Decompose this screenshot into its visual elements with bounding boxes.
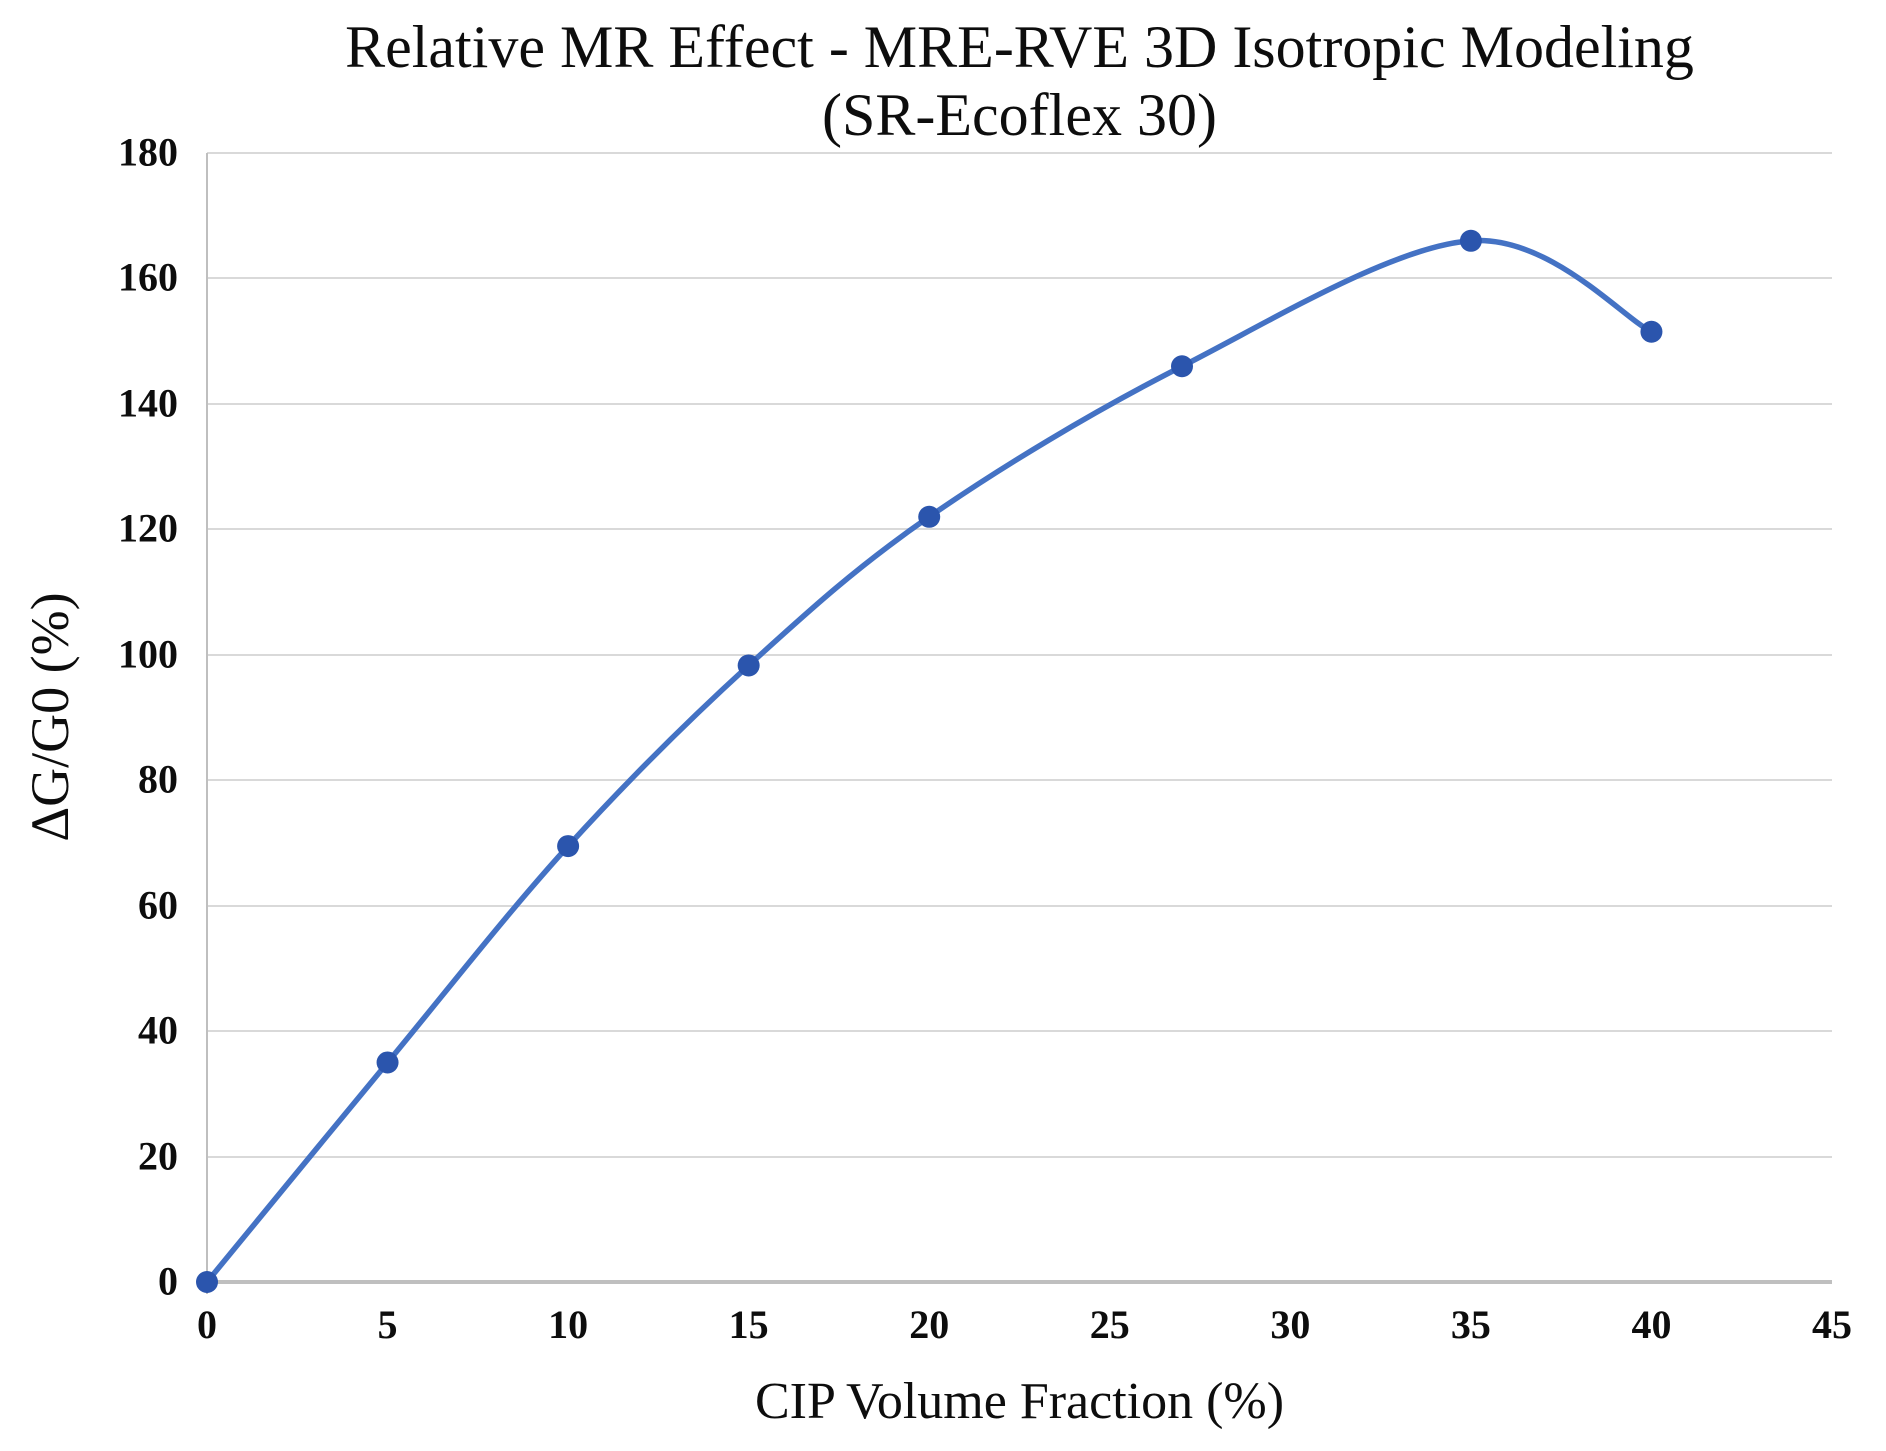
x-tick-label-0: 0: [197, 1302, 217, 1347]
x-tick-label-20: 20: [909, 1302, 950, 1347]
gridline-y-60: [207, 904, 1832, 907]
x-tick-label-35: 35: [1450, 1302, 1491, 1347]
chart-subtitle: (SR-Ecoflex 30): [822, 82, 1217, 148]
x-tick-label-25: 25: [1089, 1302, 1130, 1347]
y-tick-label-60: 60: [138, 882, 178, 928]
x-tick-label-40: 40: [1631, 1302, 1672, 1347]
gridline-y-160: [207, 277, 1832, 280]
x-axis-title: CIP Volume Fraction (%): [754, 1373, 1285, 1430]
series-line: [204, 238, 1655, 1285]
data-point-marker-x5: [376, 1051, 399, 1074]
y-tick-label-100: 100: [118, 631, 178, 677]
y-tick-label-80: 80: [138, 756, 178, 802]
gridline-y-140: [207, 402, 1832, 405]
gridline-y-40: [207, 1030, 1832, 1033]
gridline-y-20: [207, 1155, 1832, 1158]
y-tick-label-120: 120: [118, 505, 178, 551]
x-tick-label-30: 30: [1270, 1302, 1311, 1347]
gridline-y-120: [207, 528, 1832, 531]
x-axis-line: [207, 1280, 1832, 1284]
data-point-marker-x15: [737, 654, 760, 677]
data-point-marker-x10: [557, 835, 580, 858]
gridline-y-100: [207, 653, 1832, 656]
x-tick-label-5: 5: [377, 1302, 398, 1347]
y-axis-title: ΔG/G0 (%): [20, 592, 80, 842]
x-tick-label-15: 15: [728, 1302, 769, 1347]
y-tick-label-140: 140: [118, 380, 178, 426]
y-axis-line: [206, 153, 208, 1294]
y-tick-label-160: 160: [118, 254, 178, 300]
x-tick-label-10: 10: [548, 1302, 589, 1347]
y-tick-label-0: 0: [158, 1258, 178, 1304]
data-point-marker-x27: [1171, 355, 1193, 378]
chart-title: Relative MR Effect - MRE-RVE 3D Isotropi…: [345, 14, 1694, 80]
gridline-y-180: [207, 152, 1832, 154]
data-point-marker-x35: [1459, 229, 1482, 252]
y-tick-label-40: 40: [138, 1007, 178, 1053]
x-tick-label-45: 45: [1812, 1302, 1852, 1347]
y-tick-label-20: 20: [138, 1133, 178, 1179]
data-point-marker-x20: [918, 505, 941, 528]
gridline-y-80: [207, 779, 1832, 782]
y-tick-label-180: 180: [118, 129, 178, 175]
data-point-marker-x40: [1640, 320, 1663, 343]
